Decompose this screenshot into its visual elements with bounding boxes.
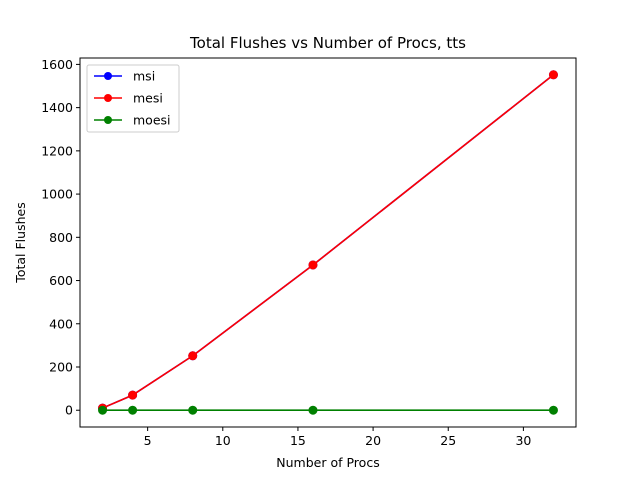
chart-title: Total Flushes vs Number of Procs, tts <box>189 34 466 52</box>
data-point-moesi <box>188 405 198 415</box>
y-tick-label: 600 <box>49 273 73 288</box>
data-point-mesi <box>548 70 558 80</box>
y-tick-label: 400 <box>49 316 73 331</box>
x-axis-title: Number of Procs <box>276 455 379 470</box>
y-tick-label: 800 <box>49 230 73 245</box>
y-tick-label: 1000 <box>41 187 73 202</box>
y-tick-label: 200 <box>49 359 73 374</box>
data-point-mesi <box>128 390 138 400</box>
legend-label-moesi: moesi <box>133 113 171 128</box>
y-tick-label: 1600 <box>41 57 73 72</box>
data-point-mesi <box>308 260 318 270</box>
legend-label-msi: msi <box>133 69 155 84</box>
x-tick-label: 15 <box>290 433 306 448</box>
data-point-moesi <box>128 405 138 415</box>
y-tick-label: 1400 <box>41 100 73 115</box>
x-tick-label: 20 <box>365 433 381 448</box>
x-tick-label: 10 <box>215 433 231 448</box>
legend-marker-msi <box>104 72 112 80</box>
legend-marker-mesi <box>104 94 112 102</box>
x-tick-label: 25 <box>440 433 456 448</box>
data-point-moesi <box>308 405 318 415</box>
data-point-moesi <box>548 405 558 415</box>
legend-box <box>86 64 180 133</box>
legend-marker-moesi <box>104 116 112 124</box>
y-tick-label: 1200 <box>41 143 73 158</box>
data-point-moesi <box>98 405 108 415</box>
y-axis-title: Total Flushes <box>13 202 28 283</box>
y-tick-label: 0 <box>65 403 73 418</box>
data-point-mesi <box>188 351 198 361</box>
legend: msi mesi moesi <box>86 64 180 133</box>
x-tick-label: 5 <box>144 433 152 448</box>
x-tick-label: 30 <box>515 433 531 448</box>
legend-label-mesi: mesi <box>133 91 163 106</box>
plot-frame <box>79 57 577 428</box>
